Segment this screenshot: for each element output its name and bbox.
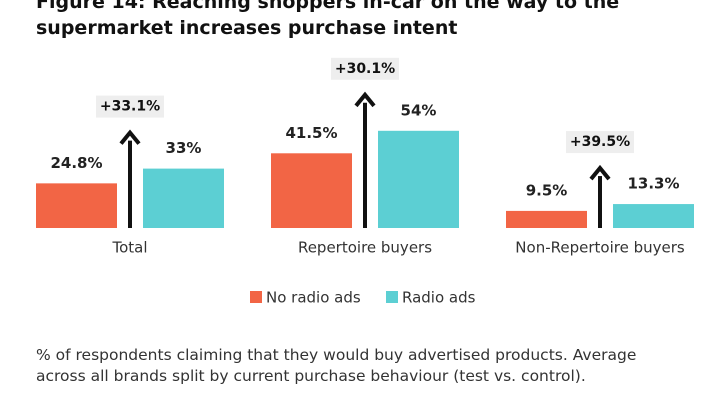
value-label: 33% <box>166 139 202 157</box>
x-tick-label: Non-Repertoire buyers <box>515 239 685 257</box>
bar <box>506 210 587 228</box>
value-label: 54% <box>401 101 437 119</box>
bar <box>378 130 459 228</box>
chart-title: Figure 14: Reaching shoppers in-car on t… <box>36 0 620 39</box>
annotation-box <box>566 131 634 154</box>
value-label: 41.5% <box>285 124 337 142</box>
arrow-head <box>354 91 376 108</box>
value-label: 24.8% <box>50 154 102 172</box>
bar <box>143 168 224 228</box>
bar <box>613 204 694 228</box>
bar <box>271 153 352 228</box>
bar <box>36 183 117 228</box>
x-tick-label: Total <box>111 239 147 257</box>
chart: 24.8% 33% +33.1% Total 41.5% 54% +30.1% Reperto… <box>36 57 694 307</box>
annotation: +33.1% <box>100 99 160 115</box>
value-label: 13.3% <box>627 175 679 193</box>
annotation: +30.1% <box>335 61 395 77</box>
arrow-head <box>589 164 611 181</box>
legend-label: No radio ads <box>266 289 361 307</box>
value-label: 9.5% <box>526 181 568 199</box>
arrow-head <box>119 129 141 145</box>
annotation-box <box>331 57 399 80</box>
footnote: % of respondents claiming that they woul… <box>36 346 637 385</box>
legend-swatch <box>250 291 262 303</box>
legend-label: Radio ads <box>402 289 476 307</box>
x-tick-label: Repertoire buyers <box>298 239 432 257</box>
annotation: +39.5% <box>570 134 630 150</box>
legend-swatch <box>386 291 398 303</box>
annotation-box <box>96 95 164 118</box>
